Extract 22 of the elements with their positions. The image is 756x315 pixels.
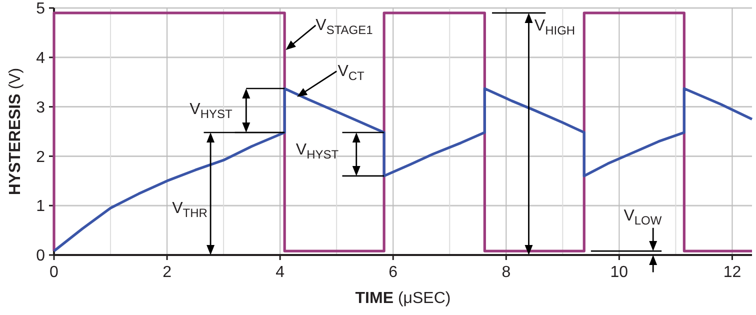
annotation: V$_{CT}$	[338, 63, 366, 83]
y-tick-label: 1	[36, 198, 46, 216]
annotation: V$_{THR}$	[172, 200, 208, 220]
x-tick-label: 12	[723, 264, 742, 281]
y-tick-label: 3	[36, 99, 46, 116]
y-tick-label: 5	[36, 0, 46, 18]
y-tick-label: 0	[36, 248, 46, 265]
x-tick-label: 0	[50, 264, 59, 281]
x-tick-label: 8	[502, 264, 511, 281]
annotation: V$_{HYST}$	[296, 142, 340, 162]
annotation: V$_{HIGH}$	[534, 18, 576, 38]
x-tick-label: 4	[276, 264, 285, 281]
y-axis-title: HYSTERESIS (V)	[7, 68, 24, 196]
x-tick-label: 6	[388, 264, 398, 281]
x-tick-label: 2	[162, 264, 172, 281]
y-tick-label: 2	[36, 148, 46, 166]
annotation: V$_{STAGE1}$	[316, 17, 374, 37]
annotation: V$_{HYST}$	[190, 101, 233, 121]
annotation: V$_{LOW}$	[624, 207, 662, 228]
y-tick-label: 4	[36, 50, 46, 67]
x-axis-title: TIME (μSEC)	[355, 290, 451, 307]
x-tick-label: 10	[610, 264, 628, 281]
